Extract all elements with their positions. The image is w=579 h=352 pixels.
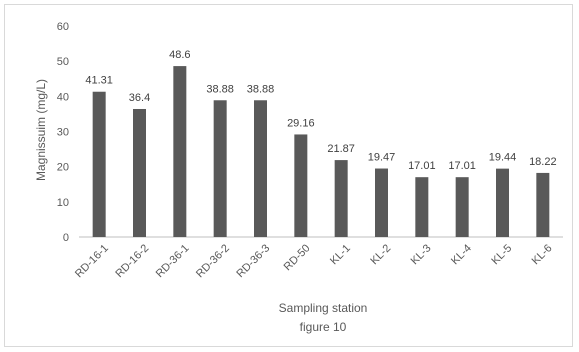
data-label: 17.01 (408, 160, 436, 172)
y-axis-ticks: 0 10 20 30 40 50 60 (57, 21, 69, 244)
data-label: 18.22 (529, 156, 557, 168)
data-label: 17.01 (448, 160, 476, 172)
x-tick-label: KL-3 (409, 242, 434, 267)
bar (173, 66, 187, 237)
bar (254, 100, 267, 237)
y-axis-title: Magnissuim (mg/L) (34, 79, 48, 181)
data-label: 38.88 (247, 83, 275, 95)
data-label: 19.47 (368, 152, 396, 164)
y-tick-label: 0 (63, 232, 69, 244)
data-label: 19.44 (489, 152, 517, 164)
x-tick-label: RD-16-2 (113, 242, 151, 280)
data-label: 38.88 (206, 83, 234, 95)
bar (536, 172, 550, 237)
y-tick-label: 10 (57, 197, 69, 209)
x-tick-label: RD-36-2 (194, 242, 232, 280)
y-tick-label: 20 (57, 162, 69, 174)
data-labels: 41.31 36.4 48.6 38.88 38.88 29.16 21.87 19.47 17… (85, 49, 556, 172)
bar (133, 108, 146, 237)
x-tick-label: RD-50 (282, 242, 313, 273)
x-tick-label: KL-4 (449, 242, 474, 267)
bar (294, 134, 308, 237)
x-tick-label: RD-16-1 (73, 242, 111, 280)
bar (213, 100, 227, 237)
x-tick-label: RD-36-3 (234, 242, 272, 280)
x-tick-label: KL-6 (530, 242, 555, 267)
bar (334, 160, 348, 237)
data-label: 36.4 (129, 92, 150, 104)
y-tick-label: 30 (57, 127, 69, 139)
y-tick-label: 50 (57, 56, 69, 68)
data-label: 48.6 (169, 49, 190, 61)
bar (375, 168, 388, 237)
bar (415, 177, 429, 237)
data-label: 41.31 (85, 75, 113, 87)
x-tick-label: KL-1 (328, 242, 353, 267)
x-axis-ticks: RD-16-1 RD-16-2 RD-36-1 RD-36-2 RD-36-3 RD-50… (73, 242, 555, 280)
bars (92, 66, 550, 237)
bar (92, 91, 106, 237)
figure-caption: figure 10 (300, 320, 347, 334)
x-tick-label: RD-36-1 (154, 242, 192, 280)
x-tick-label: KL-2 (368, 242, 393, 267)
y-tick-label: 60 (57, 21, 69, 33)
x-tick-label: KL-5 (489, 242, 514, 267)
bar (496, 168, 509, 237)
data-label: 21.87 (327, 143, 355, 155)
data-label: 29.16 (287, 117, 315, 129)
bar (455, 177, 469, 237)
x-axis-title: Sampling station (279, 301, 368, 315)
y-tick-label: 40 (57, 91, 69, 103)
